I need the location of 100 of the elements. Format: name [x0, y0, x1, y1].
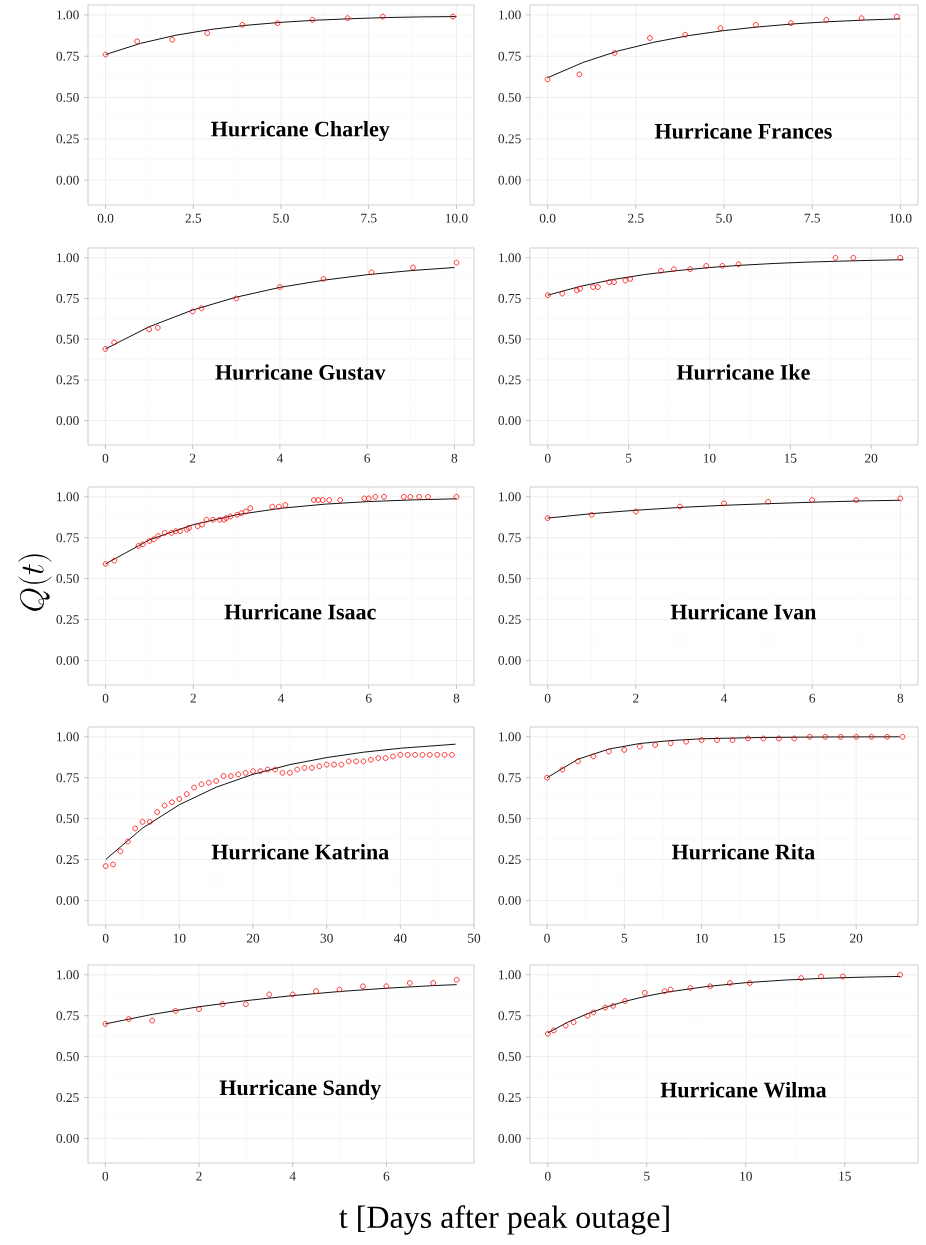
- point: [746, 980, 753, 986]
- y-tick-label: 0.75: [498, 51, 521, 61]
- point: [683, 738, 689, 745]
- point: [134, 38, 140, 45]
- point: [765, 498, 771, 505]
- point: [416, 494, 422, 500]
- point: [338, 761, 345, 768]
- point: [434, 752, 440, 758]
- x-tick-label: 4: [277, 693, 285, 703]
- point: [453, 976, 460, 983]
- point: [316, 763, 323, 770]
- y-tick-label: 0.00: [56, 655, 79, 665]
- x-tick-label: 10: [740, 1171, 752, 1181]
- point: [745, 735, 751, 742]
- point: [176, 796, 183, 802]
- x-tick-label: 10.0: [445, 213, 468, 223]
- point: [204, 30, 211, 36]
- point: [714, 737, 720, 743]
- x-tick-label: 15: [839, 1171, 851, 1181]
- point: [822, 734, 829, 740]
- point: [823, 17, 830, 23]
- x-tick-label: 10: [703, 453, 716, 463]
- point: [407, 980, 413, 986]
- point: [611, 50, 618, 56]
- point: [161, 530, 168, 536]
- point: [234, 512, 240, 518]
- y-tick-label: 0.75: [498, 533, 521, 543]
- x-tick-label: 20: [246, 933, 260, 943]
- point: [111, 339, 117, 346]
- point: [203, 516, 210, 523]
- y-tick-label: 1.00: [57, 492, 79, 502]
- point: [760, 735, 767, 742]
- point: [401, 494, 407, 500]
- point: [717, 25, 724, 31]
- x-tick-label: 2: [190, 693, 196, 703]
- point: [698, 737, 705, 743]
- point: [287, 770, 293, 776]
- point: [642, 990, 648, 996]
- point: [315, 497, 322, 503]
- y-tick-label: 1.00: [499, 10, 521, 20]
- x-tick-label: 10: [696, 933, 708, 943]
- y-tick-label: 0.00: [56, 1133, 79, 1143]
- point: [235, 771, 242, 778]
- point: [269, 503, 276, 510]
- y-tick-label: 0.75: [56, 51, 79, 61]
- y-tick-label: 0.00: [498, 175, 521, 185]
- point: [372, 494, 379, 500]
- point: [111, 557, 118, 564]
- point: [309, 765, 315, 771]
- point: [545, 1030, 551, 1037]
- y-tick-label: 0.00: [56, 895, 79, 905]
- point: [147, 819, 153, 825]
- point: [169, 36, 176, 43]
- point: [899, 734, 906, 740]
- point: [375, 755, 382, 761]
- point: [658, 267, 664, 274]
- point: [361, 495, 368, 502]
- point: [309, 17, 316, 23]
- y-tick-label: 0.25: [498, 615, 521, 625]
- point: [102, 561, 109, 567]
- point: [576, 71, 583, 78]
- point: [791, 735, 798, 742]
- point: [621, 747, 628, 753]
- point: [544, 292, 551, 298]
- point: [344, 15, 351, 22]
- point: [441, 752, 448, 758]
- y-tick-label: 1.00: [499, 492, 521, 502]
- x-tick-label: 0: [544, 1171, 551, 1181]
- point: [194, 523, 201, 530]
- point: [102, 51, 109, 58]
- point: [279, 770, 286, 776]
- point: [707, 983, 713, 990]
- point: [117, 848, 124, 855]
- x-tick-label: 0: [102, 693, 109, 703]
- point: [186, 525, 192, 531]
- point: [897, 254, 904, 261]
- point: [419, 752, 426, 758]
- point: [189, 308, 196, 315]
- point: [353, 758, 359, 765]
- point: [233, 295, 240, 302]
- y-tick-label: 0.25: [56, 855, 79, 865]
- point: [622, 277, 629, 284]
- point: [319, 497, 326, 503]
- x-tick-label: 6: [383, 1171, 390, 1181]
- point: [172, 528, 179, 534]
- y-tick-label: 0.50: [56, 334, 79, 344]
- point: [172, 1008, 179, 1014]
- point: [427, 752, 433, 758]
- line-series: [105, 498, 457, 565]
- point: [611, 279, 617, 285]
- point: [897, 972, 903, 978]
- x-tick-label: 0.0: [539, 213, 556, 223]
- point: [590, 753, 597, 760]
- point: [243, 508, 249, 515]
- point: [606, 748, 612, 755]
- point: [228, 773, 234, 779]
- y-tick-label: 1.00: [57, 970, 79, 980]
- point: [687, 985, 694, 991]
- x-tick-label: 5.0: [273, 213, 289, 223]
- x-tick-label: 15: [784, 453, 797, 463]
